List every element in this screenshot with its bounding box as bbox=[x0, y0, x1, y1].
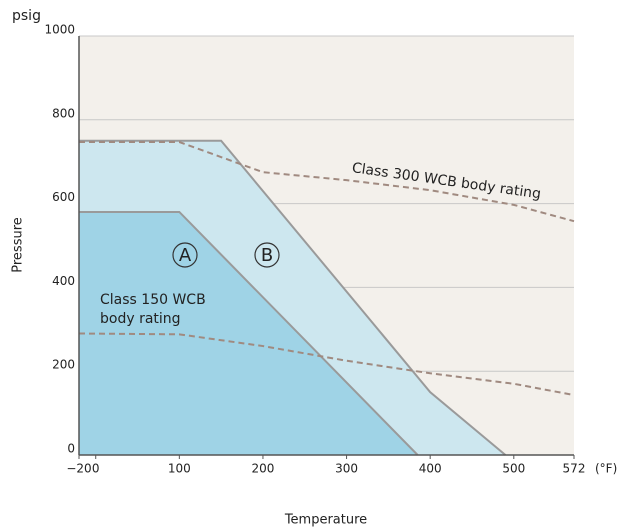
y-tick-label: 0 bbox=[67, 442, 75, 456]
area-label-circle bbox=[254, 242, 280, 268]
x-tick-label: −20 bbox=[66, 462, 91, 476]
x-tick-label: 200 bbox=[251, 462, 274, 476]
area-outline bbox=[79, 210, 419, 456]
y-axis-label: Pressure bbox=[11, 217, 26, 273]
y-tick-label: 200 bbox=[52, 358, 75, 372]
x-unit: (°F) bbox=[595, 462, 617, 476]
y-tick-label: 400 bbox=[52, 274, 75, 288]
area bbox=[79, 211, 418, 455]
y-tick-label: 1000 bbox=[44, 23, 75, 37]
x-tick-label: 0 bbox=[92, 462, 100, 476]
y-tick-label: 800 bbox=[52, 106, 75, 120]
x-tick-label: 400 bbox=[419, 462, 442, 476]
area-outline bbox=[79, 139, 507, 456]
dashed-line bbox=[78, 332, 575, 397]
dashed-line bbox=[79, 141, 575, 223]
area-label: A bbox=[179, 245, 192, 266]
area-label: B bbox=[261, 245, 273, 266]
y-tick-label: 600 bbox=[52, 190, 75, 204]
x-tick-label: 100 bbox=[168, 462, 191, 476]
line-label: Class 150 WCB body rating bbox=[100, 292, 206, 327]
x-axis-label: Temperature bbox=[284, 513, 367, 528]
x-tick-label: 300 bbox=[335, 462, 358, 476]
area-label-circle bbox=[172, 242, 198, 268]
y-unit: psig bbox=[12, 8, 41, 24]
x-tick-label: 500 bbox=[502, 462, 525, 476]
x-tick-label: 572 bbox=[563, 462, 586, 476]
